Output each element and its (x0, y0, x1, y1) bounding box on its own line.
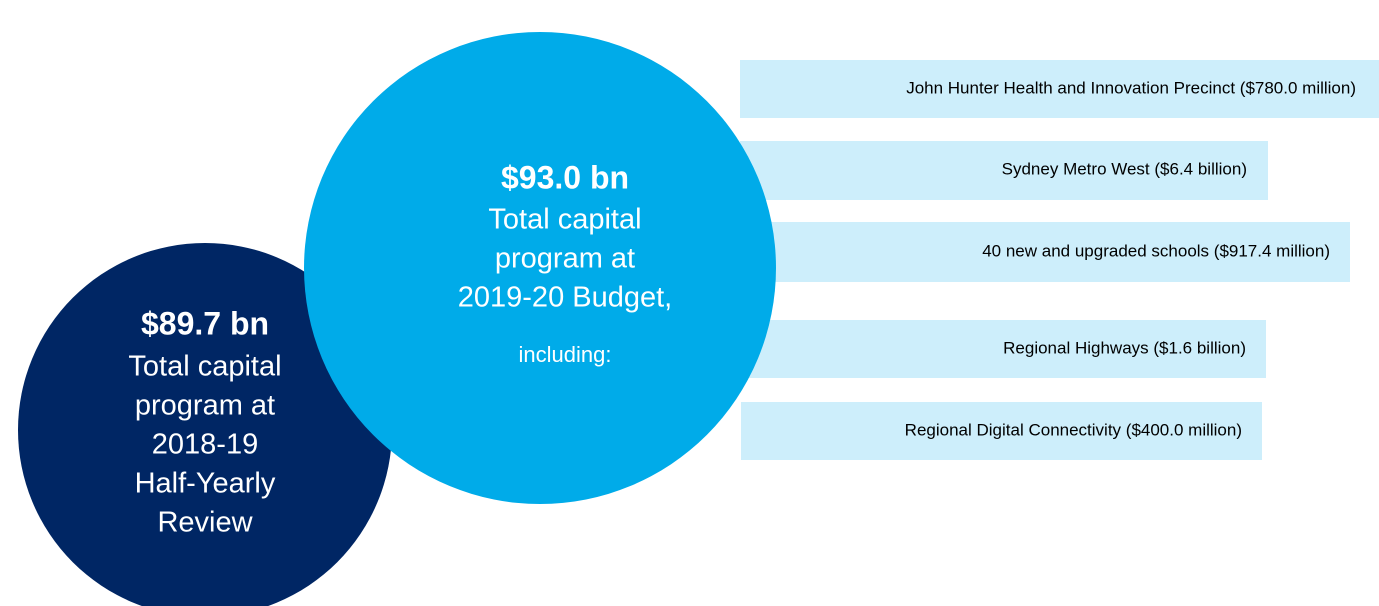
main-line: program at (495, 243, 635, 275)
item-label: 40 new and upgraded schools ($917.4 mill… (982, 241, 1330, 260)
item-bar (740, 141, 1268, 200)
outer-circle-text: $89.7 bn Total capital program at 2018-1… (128, 305, 281, 538)
main-line: 2019-20 Budget, (458, 282, 672, 314)
item-texts: John Hunter Health and Innovation Precin… (905, 78, 1356, 439)
main-amount: $93.0 bn (501, 159, 629, 195)
outer-line: program at (135, 390, 275, 422)
item-label: Regional Digital Connectivity ($400.0 mi… (905, 420, 1242, 439)
outer-line: 2018-19 (152, 429, 258, 461)
item-label: John Hunter Health and Innovation Precin… (906, 78, 1356, 97)
outer-line: Review (157, 507, 253, 539)
item-bar (740, 320, 1266, 378)
main-note: including: (519, 342, 612, 367)
item-bars (740, 60, 1379, 460)
outer-line: Half-Yearly (135, 468, 276, 500)
outer-line: Total capital (128, 351, 281, 383)
main-line: Total capital (488, 204, 641, 236)
item-bar (740, 222, 1350, 282)
main-circle-text: $93.0 bn Total capital program at 2019-2… (458, 159, 672, 366)
outer-amount: $89.7 bn (141, 305, 269, 341)
item-bar (740, 60, 1379, 118)
main-circle (304, 32, 776, 504)
item-bar (741, 402, 1262, 460)
outer-circle (18, 243, 392, 606)
item-label: Sydney Metro West ($6.4 billion) (1002, 159, 1247, 178)
item-label: Regional Highways ($1.6 billion) (1003, 338, 1246, 357)
